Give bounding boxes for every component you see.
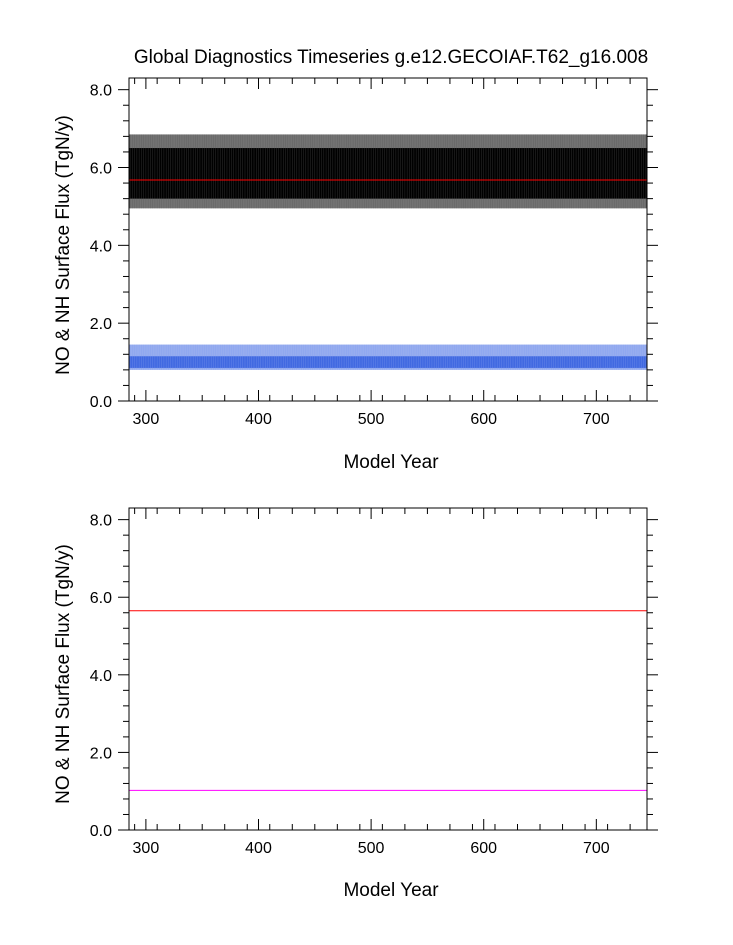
x-tick-label: 500	[358, 411, 385, 428]
chart-title: Global Diagnostics Timeseries g.e12.GECO…	[134, 47, 648, 68]
y-tick-label: 8.0	[90, 83, 112, 100]
x-tick-label: 400	[245, 411, 272, 428]
x-tick-label: 400	[245, 840, 272, 857]
series-1-oscillation	[129, 344, 647, 370]
y-tick-label: 0.0	[90, 823, 112, 840]
x-tick-label: 700	[583, 840, 610, 857]
x-tick-label: 500	[358, 840, 385, 857]
y-tick-label: 2.0	[90, 316, 112, 333]
x-tick-label: 600	[470, 411, 497, 428]
x-tick-label: 700	[583, 411, 610, 428]
series-1-streaks	[129, 344, 647, 370]
series-1-core	[129, 356, 647, 368]
y-tick-label: 2.0	[90, 745, 112, 762]
x-tick-label: 300	[133, 411, 160, 428]
y-tick-label: 8.0	[90, 513, 112, 530]
series-0-oscillation	[129, 134, 647, 209]
y-tick-label: 6.0	[90, 161, 112, 178]
bottom-xlabel: Model Year	[343, 880, 439, 901]
series-0-core	[129, 148, 647, 199]
bottom-panel: NO & NH Surface Flux (TgN/y) Model Year …	[53, 507, 658, 901]
top-xlabel: Model Year	[343, 452, 439, 473]
x-tick-label: 600	[470, 840, 497, 857]
y-tick-label: 6.0	[90, 590, 112, 607]
y-tick-label: 4.0	[90, 668, 112, 685]
top-panel: NO & NH Surface Flux (TgN/y) Model Year …	[53, 77, 658, 473]
series-0-streaks	[129, 134, 647, 209]
plot-frame	[128, 77, 648, 402]
x-tick-label: 300	[133, 840, 160, 857]
y-tick-label: 0.0	[90, 394, 112, 411]
y-tick-label: 4.0	[90, 238, 112, 255]
top-ylabel: NO & NH Surface Flux (TgN/y)	[53, 115, 74, 375]
plot-frame	[128, 507, 648, 831]
bottom-ylabel: NO & NH Surface Flux (TgN/y)	[53, 544, 74, 804]
